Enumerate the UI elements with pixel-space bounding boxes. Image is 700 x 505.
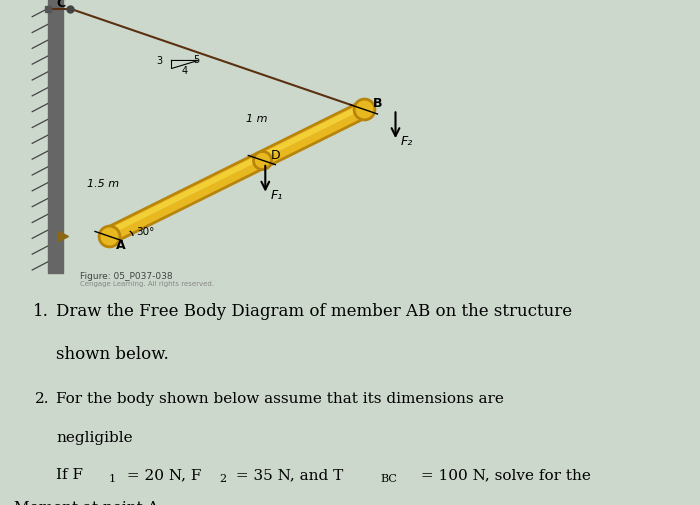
Text: C: C	[56, 0, 65, 10]
Text: = 100 N, solve for the: = 100 N, solve for the	[416, 468, 592, 482]
Text: 2: 2	[219, 474, 226, 483]
Text: 2.: 2.	[34, 392, 49, 406]
Text: If F: If F	[56, 468, 83, 482]
Text: A: A	[116, 239, 125, 252]
Text: 30°: 30°	[136, 227, 155, 237]
Bar	[48, 0, 63, 274]
Text: 4: 4	[182, 66, 188, 76]
Text: D: D	[271, 148, 281, 162]
Text: 1.: 1.	[33, 303, 49, 320]
Text: = 35 N, and T: = 35 N, and T	[231, 468, 343, 482]
Text: B: B	[372, 96, 382, 110]
Text: F₂: F₂	[401, 135, 413, 148]
Text: = 20 N, F: = 20 N, F	[122, 468, 202, 482]
Text: Draw the Free Body Diagram of member AB on the structure: Draw the Free Body Diagram of member AB …	[56, 303, 572, 320]
Text: Cengage Learning. All rights reserved.: Cengage Learning. All rights reserved.	[80, 281, 214, 287]
Text: F₁: F₁	[271, 189, 283, 202]
Text: Moment at point A.: Moment at point A.	[14, 500, 163, 505]
Text: 3: 3	[156, 57, 162, 67]
Text: 5: 5	[193, 55, 199, 65]
Text: 1.5 m: 1.5 m	[88, 179, 119, 188]
Text: Figure: 05_P037-038: Figure: 05_P037-038	[80, 272, 173, 281]
Text: negligible: negligible	[56, 431, 132, 445]
Text: 1: 1	[108, 474, 116, 483]
Text: BC: BC	[381, 474, 398, 483]
Text: 1 m: 1 m	[246, 114, 268, 124]
Text: For the body shown below assume that its dimensions are: For the body shown below assume that its…	[56, 392, 504, 406]
Text: shown below.: shown below.	[56, 346, 169, 364]
